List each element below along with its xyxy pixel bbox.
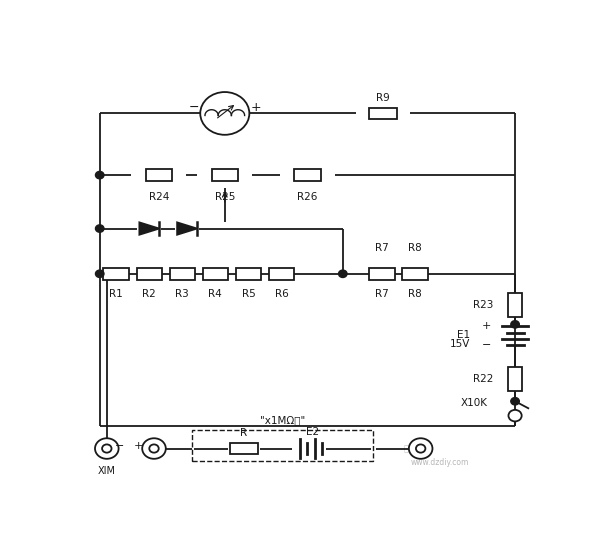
Bar — [403, 268, 428, 280]
Text: R23: R23 — [473, 300, 494, 310]
Text: +: + — [134, 442, 144, 451]
Text: +: + — [482, 321, 491, 331]
Polygon shape — [139, 222, 159, 235]
Text: R8: R8 — [408, 289, 422, 300]
Text: "x1MΩ挡": "x1MΩ挡" — [260, 415, 305, 425]
Text: E2: E2 — [306, 427, 319, 437]
Circle shape — [96, 225, 104, 232]
Circle shape — [200, 92, 249, 135]
Bar — [508, 293, 522, 317]
Bar — [203, 268, 228, 280]
Text: R1: R1 — [110, 289, 123, 300]
Text: E1: E1 — [457, 331, 470, 341]
Text: 电子创大地: 电子创大地 — [403, 444, 429, 453]
Polygon shape — [177, 222, 197, 235]
Text: −: − — [482, 340, 491, 350]
Text: R24: R24 — [149, 192, 169, 202]
Circle shape — [409, 438, 432, 459]
Text: R9: R9 — [376, 93, 390, 103]
Circle shape — [509, 410, 522, 421]
Circle shape — [143, 438, 166, 459]
Text: R7: R7 — [375, 243, 389, 253]
Bar — [269, 268, 294, 280]
Text: XIM: XIM — [98, 466, 116, 476]
Bar — [211, 169, 238, 181]
Bar — [369, 108, 396, 119]
Bar — [136, 268, 162, 280]
Bar — [104, 268, 129, 280]
Text: R26: R26 — [297, 192, 317, 202]
Text: +: + — [250, 101, 261, 114]
Text: −: − — [115, 442, 125, 451]
Text: R2: R2 — [143, 289, 156, 300]
Bar — [236, 268, 261, 280]
Circle shape — [511, 320, 519, 328]
Text: X10K: X10K — [460, 398, 488, 409]
Circle shape — [95, 438, 119, 459]
Text: R: R — [240, 428, 247, 438]
Bar — [230, 443, 258, 454]
Text: R4: R4 — [208, 289, 222, 300]
Circle shape — [511, 397, 519, 405]
Text: −: − — [189, 101, 199, 114]
Text: www.dzdiy.com: www.dzdiy.com — [410, 458, 469, 467]
Bar — [294, 169, 320, 181]
Circle shape — [416, 444, 425, 453]
Text: 15V: 15V — [450, 339, 470, 349]
Bar — [508, 367, 522, 390]
Bar — [192, 430, 373, 461]
Circle shape — [339, 270, 347, 278]
Bar — [369, 268, 395, 280]
Text: R8: R8 — [408, 243, 422, 253]
Text: R25: R25 — [214, 192, 235, 202]
Text: R5: R5 — [242, 289, 255, 300]
Circle shape — [149, 444, 159, 453]
Text: R3: R3 — [175, 289, 189, 300]
Text: R22: R22 — [473, 374, 494, 383]
Circle shape — [96, 270, 104, 278]
Bar — [169, 268, 195, 280]
Circle shape — [102, 444, 111, 453]
Bar — [146, 169, 172, 181]
Circle shape — [96, 171, 104, 179]
Text: R7: R7 — [375, 289, 389, 300]
Text: R6: R6 — [275, 289, 288, 300]
